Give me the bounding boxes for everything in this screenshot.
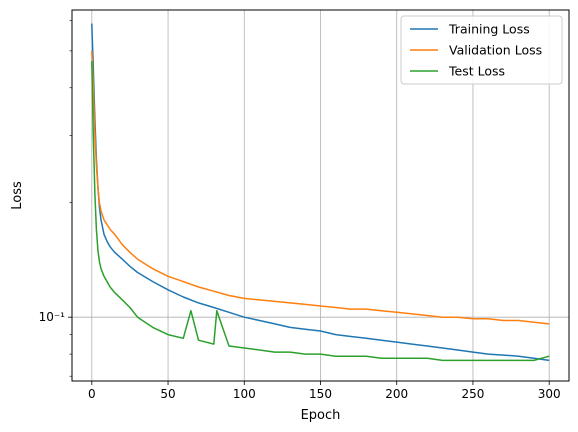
test-loss-line <box>91 61 550 362</box>
x-tick-label: 250 <box>462 387 485 401</box>
training-loss-line <box>91 23 550 362</box>
legend-label-training-loss: Training Loss <box>448 22 530 37</box>
x-tick-label: 50 <box>160 387 175 401</box>
y-axis-label: Loss <box>10 181 25 210</box>
legend-label-validation-loss: Validation Loss <box>449 43 542 58</box>
legend: Training Loss Validation Loss Test Loss <box>400 15 563 85</box>
y-tick-label: 10⁻¹ <box>39 310 66 324</box>
validation-loss-line <box>91 50 550 325</box>
legend-box <box>400 15 563 85</box>
axis-ticks: 0 50 100 150 200 250 300 10⁻¹ <box>39 20 561 401</box>
x-tick-label: 0 <box>88 387 96 401</box>
x-tick-label: 300 <box>538 387 561 401</box>
series-layer <box>91 23 550 362</box>
x-axis-label: Epoch <box>301 408 341 423</box>
legend-label-test-loss: Test Loss <box>448 64 505 79</box>
x-tick-label: 150 <box>309 387 332 401</box>
x-tick-label: 100 <box>233 387 256 401</box>
x-tick-label: 200 <box>385 387 408 401</box>
